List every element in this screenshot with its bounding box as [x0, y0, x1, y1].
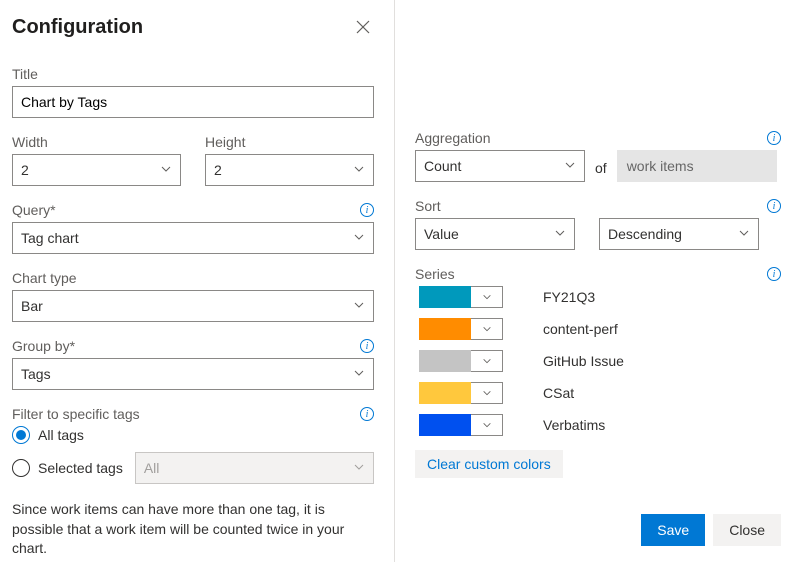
aggregation-field: Aggregation i Count of work items	[415, 130, 781, 182]
width-field: Width 2	[12, 134, 181, 186]
color-swatch	[419, 350, 471, 372]
chevron-down-icon	[353, 366, 365, 382]
panel-title: Configuration	[12, 16, 143, 39]
height-field: Height 2	[205, 134, 374, 186]
chevron-down-icon	[160, 162, 172, 178]
chart-type-field: Chart type Bar	[12, 270, 374, 322]
query-value: Tag chart	[21, 230, 79, 246]
chevron-down-icon	[353, 298, 365, 314]
close-button[interactable]: Close	[713, 514, 781, 546]
query-label: Query*	[12, 202, 56, 218]
chevron-down-icon	[353, 162, 365, 178]
width-select[interactable]: 2	[12, 154, 181, 186]
filter-label: Filter to specific tags	[12, 406, 140, 422]
chart-type-label: Chart type	[12, 270, 77, 286]
title-input[interactable]	[12, 86, 374, 118]
color-swatch	[419, 286, 471, 308]
query-field: Query* i Tag chart	[12, 202, 374, 254]
series-item-label: content-perf	[543, 321, 618, 337]
sort-dir-select[interactable]: Descending	[599, 218, 759, 250]
radio-selected-tags-label: Selected tags	[38, 460, 123, 476]
color-swatch	[419, 382, 471, 404]
radio-all-tags-label: All tags	[38, 427, 84, 443]
color-swatch	[419, 318, 471, 340]
selected-tags-value: All	[144, 460, 160, 476]
group-by-select[interactable]: Tags	[12, 358, 374, 390]
sort-field: Sort i Value Descending	[415, 198, 781, 250]
right-column: Aggregation i Count of work items Sort i…	[395, 0, 801, 562]
series-row: Verbatims	[419, 414, 781, 436]
series-item-label: FY21Q3	[543, 289, 595, 305]
width-label: Width	[12, 134, 48, 150]
series-row: content-perf	[419, 318, 781, 340]
aggregation-select[interactable]: Count	[415, 150, 585, 182]
color-swatch-dropdown[interactable]	[471, 350, 503, 372]
clear-custom-colors-button[interactable]: Clear custom colors	[415, 450, 563, 478]
group-by-field: Group by* i Tags	[12, 338, 374, 390]
info-icon[interactable]: i	[767, 131, 781, 145]
color-swatch-dropdown[interactable]	[471, 318, 503, 340]
chevron-down-icon	[353, 460, 365, 476]
radio-all-tags[interactable]	[12, 426, 30, 444]
title-field: Title	[12, 66, 374, 118]
sort-by-value: Value	[424, 226, 459, 242]
series-item-label: GitHub Issue	[543, 353, 624, 369]
series-label: Series	[415, 266, 455, 282]
info-icon[interactable]: i	[767, 199, 781, 213]
of-label: of	[595, 160, 607, 182]
query-select[interactable]: Tag chart	[12, 222, 374, 254]
series-item-label: CSat	[543, 385, 574, 401]
width-value: 2	[21, 162, 29, 178]
series-field: Series i FY21Q3 content-perf GitHub Issue C…	[415, 266, 781, 478]
chevron-down-icon	[554, 226, 566, 242]
series-row: CSat	[419, 382, 781, 404]
chevron-down-icon	[564, 158, 576, 174]
group-by-label: Group by*	[12, 338, 75, 354]
aggregation-value: Count	[424, 158, 461, 174]
height-value: 2	[214, 162, 222, 178]
sort-dir-value: Descending	[608, 226, 682, 242]
radio-selected-tags[interactable]	[12, 459, 30, 477]
sort-label: Sort	[415, 198, 441, 214]
height-label: Height	[205, 134, 245, 150]
series-row: GitHub Issue	[419, 350, 781, 372]
selected-tags-select: All	[135, 452, 374, 484]
info-icon[interactable]: i	[360, 339, 374, 353]
left-column: Configuration Title Width 2 Height 2	[0, 0, 395, 562]
chevron-down-icon	[738, 226, 750, 242]
filter-section: Filter to specific tags i All tags Selec…	[12, 406, 374, 484]
chart-type-select[interactable]: Bar	[12, 290, 374, 322]
aggregation-of-value: work items	[617, 150, 777, 182]
title-label: Title	[12, 66, 38, 82]
color-swatch-dropdown[interactable]	[471, 414, 503, 436]
info-icon[interactable]: i	[360, 203, 374, 217]
height-select[interactable]: 2	[205, 154, 374, 186]
chart-type-value: Bar	[21, 298, 43, 314]
chevron-down-icon	[353, 230, 365, 246]
series-row: FY21Q3	[419, 286, 781, 308]
info-icon[interactable]: i	[767, 267, 781, 281]
info-icon[interactable]: i	[360, 407, 374, 421]
sort-by-select[interactable]: Value	[415, 218, 575, 250]
helper-text: Since work items can have more than one …	[12, 500, 374, 559]
close-icon[interactable]	[352, 16, 374, 42]
color-swatch-dropdown[interactable]	[471, 382, 503, 404]
series-item-label: Verbatims	[543, 417, 605, 433]
group-by-value: Tags	[21, 366, 51, 382]
color-swatch	[419, 414, 471, 436]
aggregation-label: Aggregation	[415, 130, 491, 146]
color-swatch-dropdown[interactable]	[471, 286, 503, 308]
save-button[interactable]: Save	[641, 514, 705, 546]
